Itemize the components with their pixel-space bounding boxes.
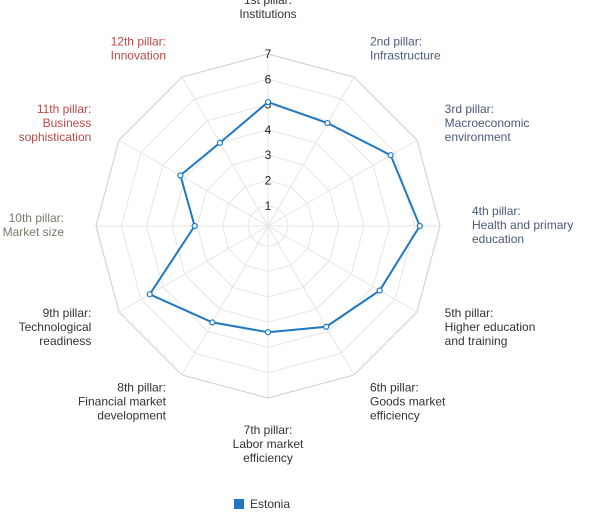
- category-label-line: 4th pillar:: [472, 204, 521, 218]
- category-label-line: Labor market: [233, 437, 304, 451]
- category-label-line: 7th pillar:: [244, 423, 293, 437]
- category-label-line: 10th pillar:: [9, 211, 64, 225]
- category-label: 8th pillar: Financial market development: [78, 381, 167, 423]
- grid-spoke: [118, 225, 269, 313]
- category-label-line: 8th pillar:: [117, 381, 166, 395]
- category-label-line: Institutions: [239, 7, 296, 21]
- category-label-line: Market size: [3, 225, 65, 239]
- category-label-line: Infrastructure: [370, 48, 441, 62]
- category-label-line: environment: [445, 130, 512, 144]
- grid-spoke: [267, 139, 418, 227]
- category-label-line: development: [97, 409, 166, 423]
- legend[interactable]: Estonia: [234, 497, 290, 511]
- category-label-line: Business: [43, 116, 92, 130]
- category-label-line: 12th pillar:: [111, 34, 166, 48]
- data-point: [416, 222, 423, 230]
- data-point: [264, 98, 272, 106]
- category-label: 10th pillar: Market size: [3, 211, 65, 239]
- category-label: 11th pillar: Business sophistication: [19, 102, 92, 144]
- category-label-line: Macroeconomic: [445, 116, 530, 130]
- category-label-line: sophistication: [19, 130, 92, 144]
- category-label-line: 1st pillar:: [244, 0, 292, 7]
- category-label-line: Higher education: [445, 320, 536, 334]
- category-label: 2nd pillar: Infrastructure: [370, 34, 441, 62]
- legend-swatch: [234, 499, 244, 509]
- category-label-line: Goods market: [370, 395, 446, 409]
- category-label-line: 2nd pillar:: [370, 34, 422, 48]
- grid-spoke: [267, 225, 355, 376]
- category-label-line: 6th pillar:: [370, 381, 419, 395]
- category-label: 5th pillar: Higher education and training: [445, 306, 536, 348]
- legend-label: Estonia: [250, 497, 291, 511]
- category-label-line: efficiency: [370, 409, 420, 423]
- category-label-line: 11th pillar:: [37, 102, 91, 116]
- tick-label: 2: [265, 173, 272, 187]
- grid-spoke: [181, 76, 269, 227]
- grid-spoke: [267, 76, 355, 227]
- category-label: 12th pillar: Innovation: [111, 34, 166, 62]
- data-point: [323, 323, 330, 330]
- data-point: [376, 287, 383, 294]
- category-label-line: and training: [445, 334, 508, 348]
- data-point: [216, 139, 224, 146]
- tick-label: 6: [265, 72, 272, 86]
- data-point: [191, 222, 198, 230]
- data-point: [209, 319, 216, 326]
- category-label: 9th pillar: Technological readiness: [19, 306, 92, 348]
- category-label-line: 9th pillar:: [43, 306, 92, 320]
- category-label-line: Health and primary: [472, 218, 573, 232]
- category-label-line: Financial market: [78, 395, 167, 409]
- tick-label: 1: [265, 199, 272, 213]
- data-point: [387, 152, 394, 159]
- data-point: [177, 172, 184, 179]
- category-label-line: Technological: [19, 320, 92, 334]
- grid-spoke: [267, 225, 418, 313]
- category-label-line: Innovation: [111, 48, 166, 62]
- category-label-line: 5th pillar:: [445, 306, 494, 320]
- tick-label: 4: [265, 123, 272, 137]
- data-point: [146, 291, 153, 298]
- grid-spoke: [118, 139, 269, 227]
- category-label-line: 3rd pillar:: [445, 102, 494, 116]
- tick-label: 3: [265, 148, 272, 162]
- category-label: 4th pillar: Health and primary education: [472, 204, 573, 246]
- data-point: [264, 329, 272, 336]
- category-label: 1st pillar: Institutions: [239, 0, 296, 21]
- category-label-line: readiness: [39, 334, 91, 348]
- category-label: 6th pillar: Goods market efficiency: [370, 381, 446, 423]
- category-label-line: efficiency: [243, 451, 293, 465]
- category-label: 3rd pillar: Macroeconomic environment: [445, 102, 530, 144]
- grid-spoke: [181, 225, 269, 376]
- category-label: 7th pillar: Labor market efficiency: [233, 423, 304, 465]
- tick-label: 7: [265, 47, 272, 61]
- category-label-line: education: [472, 232, 524, 246]
- data-point: [324, 119, 331, 127]
